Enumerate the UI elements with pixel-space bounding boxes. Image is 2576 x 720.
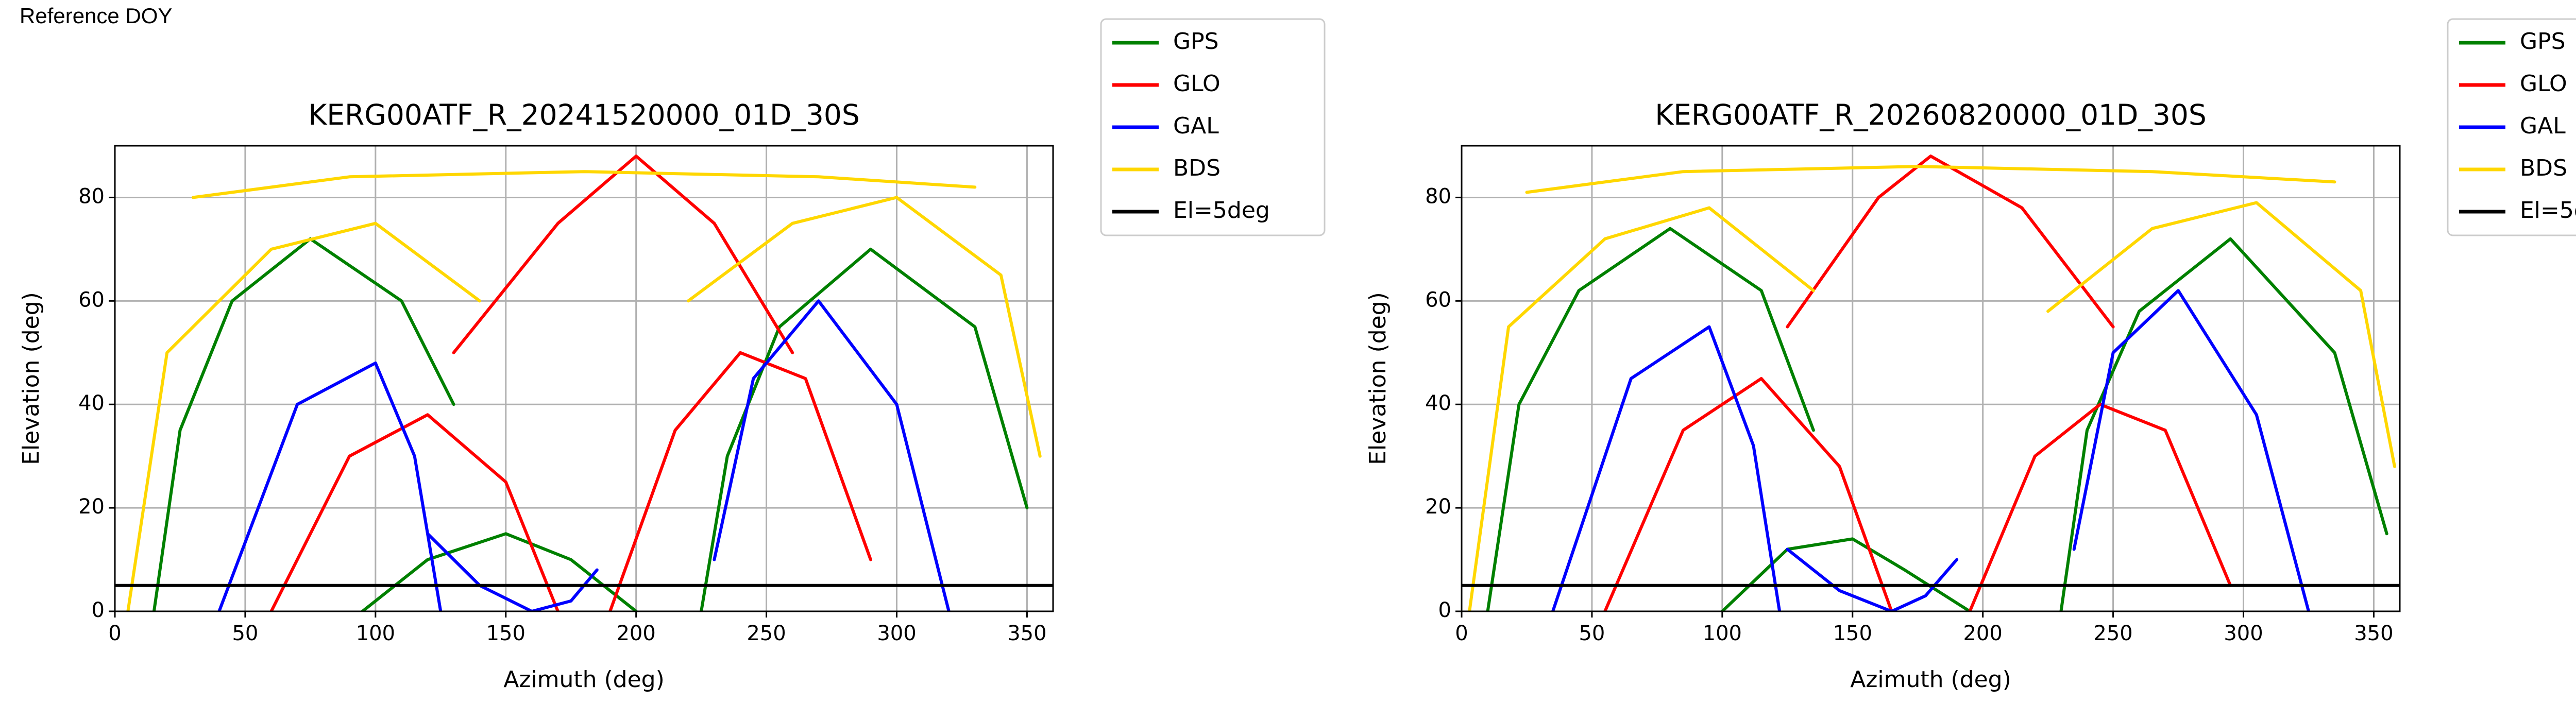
legend-label: BDS — [2520, 155, 2567, 181]
x-tick-label: 50 — [1579, 622, 1605, 645]
axes-frame — [1461, 145, 2401, 612]
y-tick-label: 0 — [92, 598, 105, 622]
x-tick-label: 50 — [232, 622, 258, 645]
y-tick-label: 20 — [78, 495, 105, 519]
series-line — [269, 155, 872, 611]
plot-area — [1462, 155, 2400, 611]
legend-label: GPS — [1173, 28, 1219, 55]
legend-box — [1100, 18, 1326, 236]
x-tick-label: 250 — [747, 622, 786, 645]
y-tick-label: 80 — [1425, 184, 1451, 208]
legend-label: El=5deg — [2520, 197, 2576, 224]
legend-label: GAL — [2520, 113, 2566, 139]
x-axis-label: Azimuth (deg) — [503, 666, 665, 693]
series-line — [126, 170, 1042, 611]
x-tick-label: 100 — [1703, 622, 1742, 645]
x-tick-label: 250 — [2093, 622, 2132, 645]
x-axis-label: Azimuth (deg) — [1850, 666, 2011, 693]
x-tick-label: 200 — [616, 622, 655, 645]
x-tick-label: 0 — [108, 622, 121, 645]
y-tick-label: 40 — [78, 391, 105, 415]
x-tick-label: 200 — [1963, 622, 2002, 645]
legend-label: GAL — [1173, 113, 1219, 139]
y-axis-label: Elevation (deg) — [18, 292, 44, 465]
x-tick-label: 0 — [1455, 622, 1468, 645]
figure-label: Reference DOY — [20, 4, 172, 28]
x-tick-label: 300 — [877, 622, 916, 645]
y-tick-label: 60 — [1425, 288, 1451, 312]
y-tick-label: 40 — [1425, 391, 1451, 415]
x-tick-label: 150 — [486, 622, 526, 645]
legend-label: GPS — [2520, 28, 2566, 55]
plot-area — [115, 155, 1053, 611]
series-line — [1468, 165, 2396, 611]
legend-label: El=5deg — [1173, 197, 1270, 224]
chart-title: KERG00ATF_R_20260820000_01D_30S — [1655, 98, 2207, 131]
axes-frame — [114, 145, 1054, 612]
y-tick-label: 20 — [1425, 495, 1451, 519]
x-tick-label: 150 — [1833, 622, 1872, 645]
legend-label: BDS — [1173, 155, 1221, 181]
legend-box — [2447, 18, 2576, 236]
y-tick-label: 60 — [78, 288, 105, 312]
series-line — [1551, 289, 2310, 611]
series-line — [1603, 155, 2232, 611]
series-line — [1486, 227, 2388, 611]
x-tick-label: 300 — [2224, 622, 2263, 645]
legend-label: GLO — [1173, 71, 1221, 97]
x-tick-label: 100 — [356, 622, 395, 645]
legend-label: GLO — [2520, 71, 2567, 97]
y-axis-label: Elevation (deg) — [1365, 292, 1391, 465]
series-line — [217, 299, 951, 611]
x-tick-label: 350 — [2354, 622, 2393, 645]
x-tick-label: 350 — [1007, 622, 1046, 645]
y-tick-label: 0 — [1438, 598, 1451, 622]
y-tick-label: 80 — [78, 184, 105, 208]
chart-title: KERG00ATF_R_20241520000_01D_30S — [308, 98, 860, 131]
